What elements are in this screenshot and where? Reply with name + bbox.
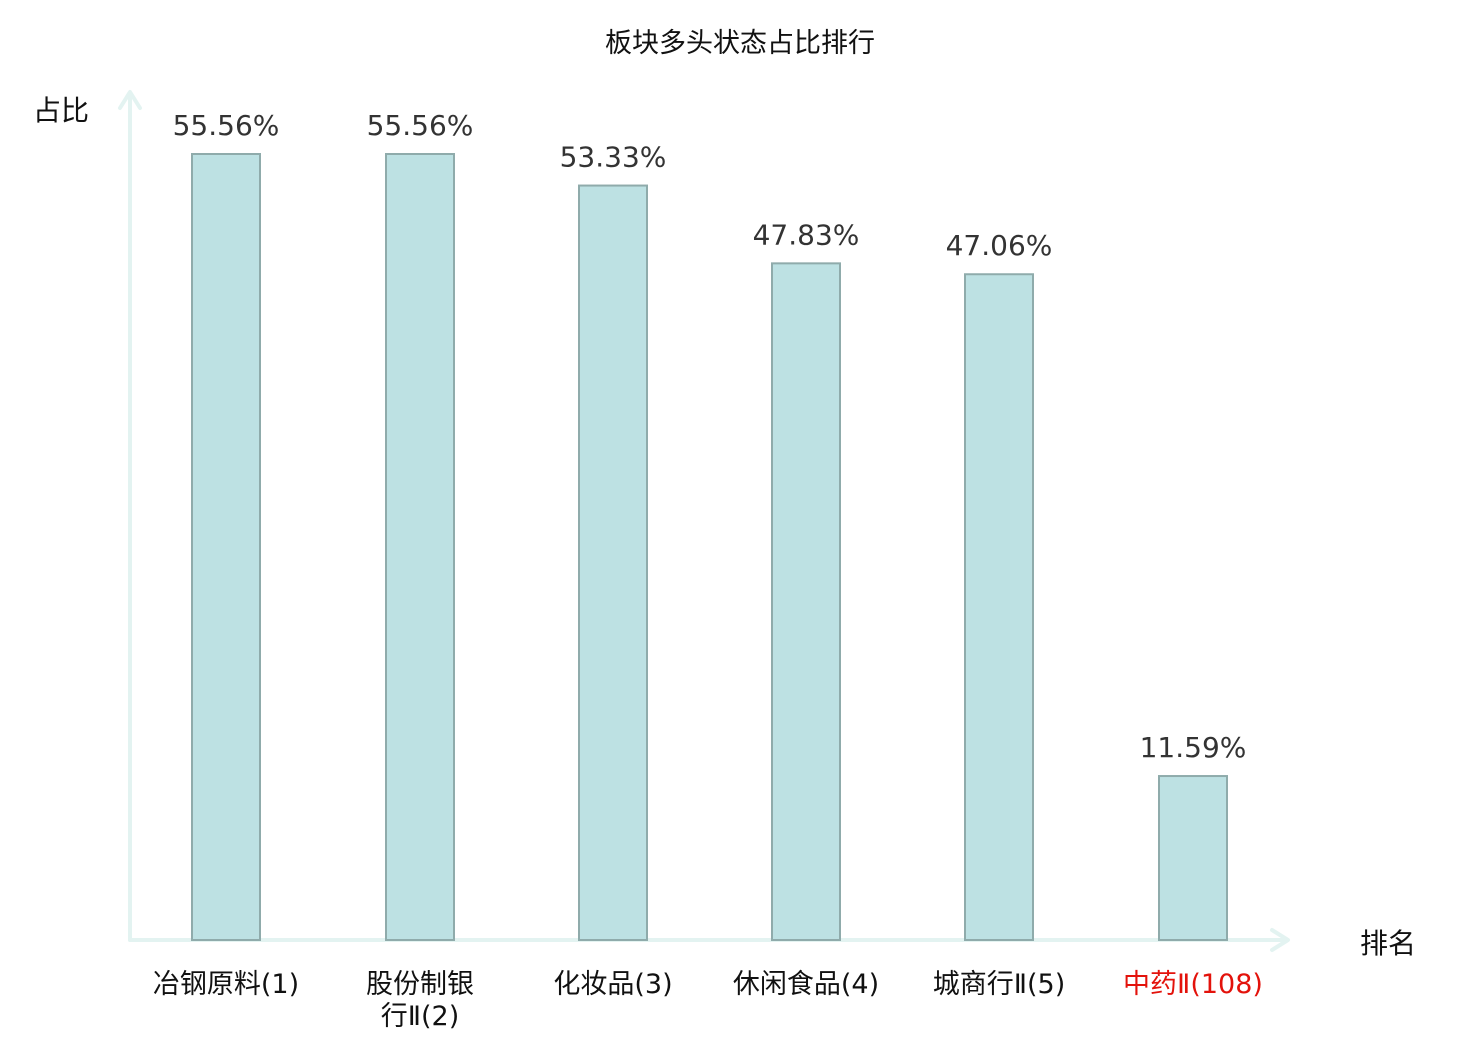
category-label-2: 股份制银行Ⅱ(2) bbox=[366, 969, 474, 1032]
y-axis-arrow-icon bbox=[118, 90, 142, 110]
chart-title: 板块多头状态占比排行 bbox=[605, 28, 875, 59]
value-labels: 55.56% 55.56% 53.33% 47.83% 47.06% 11.59% bbox=[173, 109, 1247, 764]
category-label-4: 休闲食品(4) bbox=[733, 969, 879, 1000]
bar-3 bbox=[578, 184, 648, 941]
value-label-3: 53.33% bbox=[560, 141, 667, 174]
category-label-6: 中药Ⅱ(108) bbox=[1123, 969, 1263, 1000]
bar-4 bbox=[771, 262, 841, 941]
category-label-3: 化妆品(3) bbox=[553, 969, 672, 1000]
y-axis-label: 占比 bbox=[33, 94, 89, 127]
value-label-5: 47.06% bbox=[946, 229, 1053, 262]
bar-2 bbox=[385, 153, 455, 941]
bar-6 bbox=[1158, 775, 1228, 941]
value-label-2: 55.56% bbox=[367, 109, 474, 142]
value-label-6: 11.59% bbox=[1140, 731, 1247, 764]
category-label-1: 冶钢原料(1) bbox=[153, 969, 299, 1000]
bar-1 bbox=[191, 153, 261, 941]
bar-5 bbox=[964, 273, 1034, 942]
category-label-5: 城商行Ⅱ(5) bbox=[933, 969, 1066, 1000]
bar-series bbox=[191, 153, 1228, 942]
value-label-1: 55.56% bbox=[173, 109, 280, 142]
axes bbox=[118, 90, 1290, 952]
x-axis-arrow-icon bbox=[1270, 928, 1290, 952]
x-axis-label: 排名 bbox=[1360, 927, 1416, 960]
category-labels: 冶钢原料(1) 股份制银行Ⅱ(2) 化妆品(3) 休闲食品(4) 城商行Ⅱ(5) 中药Ⅱ(… bbox=[153, 969, 1263, 1032]
value-label-4: 47.83% bbox=[753, 218, 860, 251]
